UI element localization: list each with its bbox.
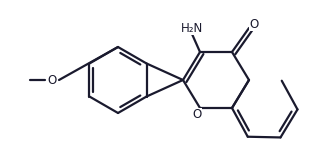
Text: O: O [250, 18, 259, 30]
Text: H₂N: H₂N [181, 21, 203, 34]
Text: O: O [47, 74, 57, 87]
Text: O: O [192, 108, 202, 122]
